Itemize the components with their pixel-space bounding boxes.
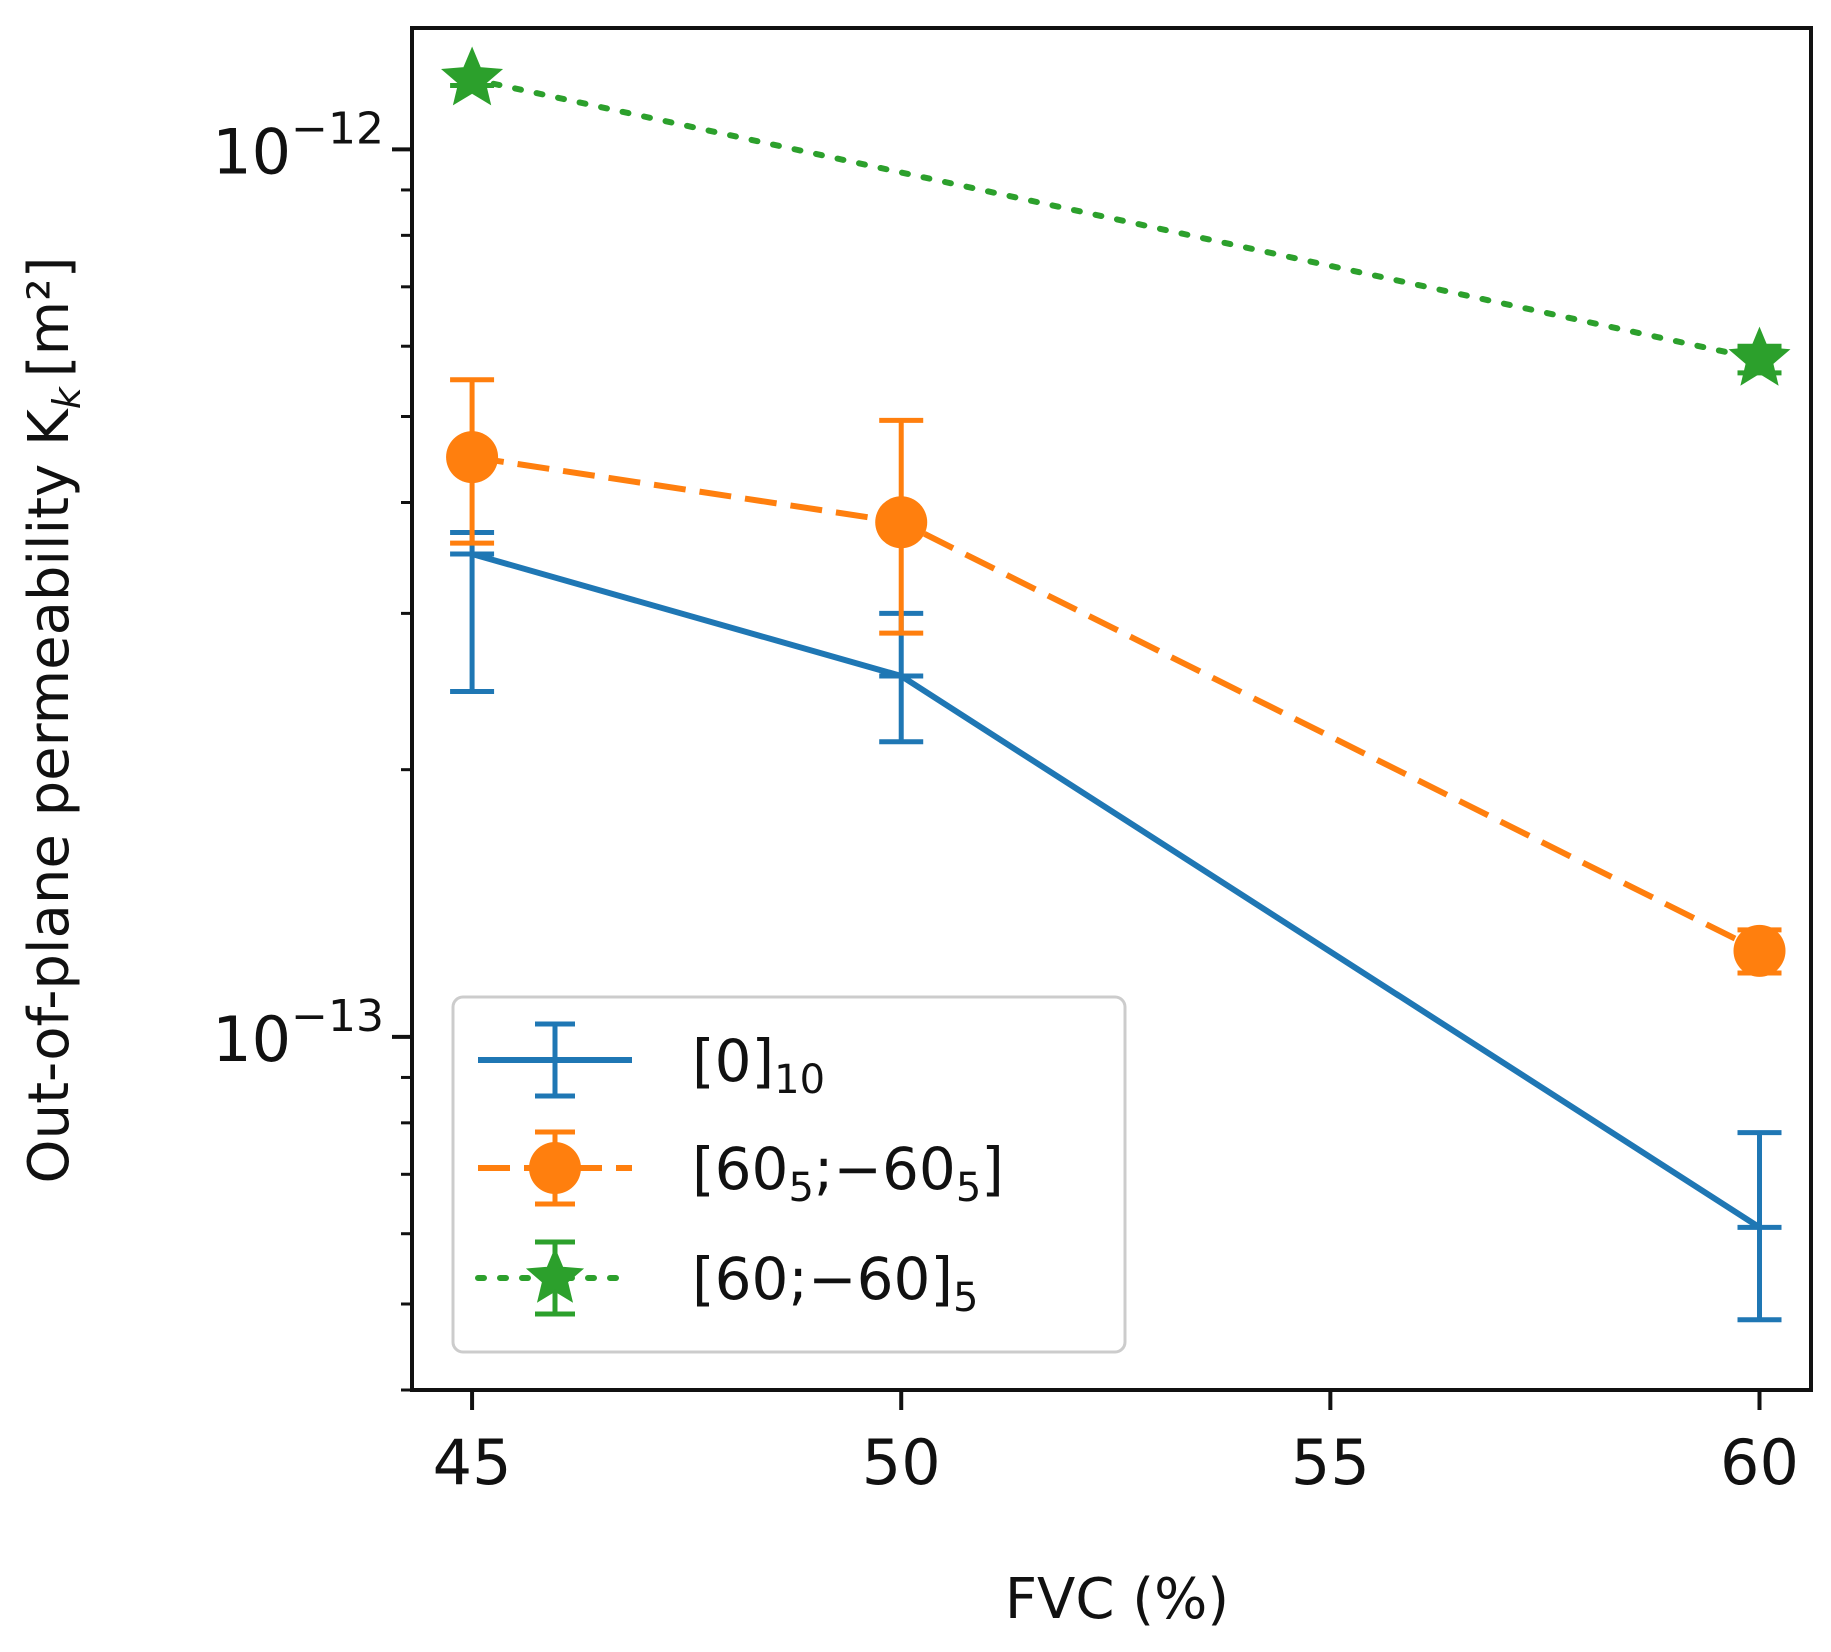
- y-axis-title-sub: k: [45, 385, 89, 409]
- y-tick-label-exponent: −13: [291, 991, 384, 1042]
- y-tick-label: 10−12: [212, 103, 384, 188]
- legend-marker: [525, 1247, 585, 1303]
- legend-label-main: [60: [692, 1135, 788, 1203]
- data-point: [1728, 326, 1791, 386]
- y-tick-label-base: 10: [212, 1003, 291, 1076]
- x-tick-label: 55: [1291, 1426, 1370, 1499]
- legend-label: [60;−60]5: [692, 1245, 978, 1321]
- legend-label-main: ]: [981, 1135, 1004, 1203]
- y-tick-label-base: 10: [212, 115, 291, 188]
- legend-label-sub: 5: [953, 1275, 978, 1321]
- legend-box: [451, 995, 1127, 1354]
- series-1: [446, 377, 1786, 977]
- y-axis-title: Out-of-plane permeability Kk [m²]: [17, 257, 89, 1184]
- plot-frame: [410, 26, 1813, 1392]
- y-axis-title-main: Out-of-plane permeability K: [17, 408, 82, 1184]
- legend-entries: [0]10[605;−605][60;−60]5: [475, 1021, 1004, 1321]
- series-2: [441, 46, 1791, 386]
- legend-label-sub: 5: [788, 1165, 813, 1211]
- legend-label-sub: 10: [774, 1057, 825, 1103]
- legend-label-main: [0]: [692, 1027, 774, 1095]
- svg-text:Out-of-plane permeability Kk[m: Out-of-plane permeability Kk [m²]: [17, 257, 89, 1184]
- legend-entry-2: [60;−60]5: [475, 1239, 978, 1321]
- data-point: [1733, 924, 1786, 977]
- legend-entry-1: [605;−605]: [478, 1129, 1004, 1211]
- data-point: [446, 431, 499, 484]
- data-point: [875, 496, 928, 549]
- x-tick-label: 60: [1720, 1426, 1799, 1499]
- y-axis-title-unit: [m²]: [17, 257, 82, 378]
- y-tick-label-exponent: −12: [291, 103, 384, 154]
- y-tick-label: 10−13: [212, 991, 384, 1076]
- legend-label-main: [60;−60]: [692, 1245, 953, 1313]
- legend-label: [0]10: [692, 1027, 825, 1103]
- legend-label: [605;−605]: [692, 1135, 1004, 1211]
- x-tick-label: 45: [433, 1426, 512, 1499]
- data-point: [441, 46, 504, 106]
- x-tick-label: 50: [862, 1426, 941, 1499]
- x-axis-title: FVC (%): [1005, 1567, 1229, 1632]
- legend-entry-0: [0]10: [478, 1021, 825, 1103]
- series-line: [469, 76, 1763, 363]
- series-layer: [441, 46, 1791, 1323]
- legend: [0]10[605;−605][60;−60]5: [451, 995, 1127, 1354]
- legend-marker: [529, 1142, 581, 1194]
- legend-label-main: ;−60: [814, 1135, 956, 1203]
- legend-label-sub: 5: [956, 1165, 981, 1211]
- x-axis: 45 50 55 60: [433, 1390, 1799, 1499]
